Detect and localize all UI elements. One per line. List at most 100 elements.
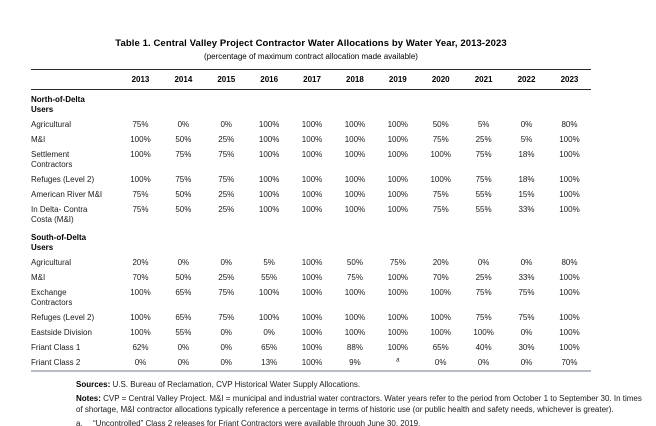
sources-line: Sources: U.S. Bureau of Reclamation, CVP… [76, 379, 650, 390]
year-header: 2021 [462, 69, 506, 90]
table-cell: 100% [301, 190, 323, 199]
table-cell: 5% [263, 257, 275, 267]
table-cell: 100% [559, 175, 580, 184]
table-cell: 100% [344, 287, 366, 297]
table-cell: 5% [520, 135, 533, 144]
table-row: Refuges (Level 2) 100% 75% 75% 100% 100% 100% 1… [31, 173, 591, 188]
table-cell: 100% [130, 150, 151, 159]
table-cell: 0% [520, 257, 533, 267]
table-row: Eastside Division 100% 55% 0% 0% 100% 100% 100%… [31, 325, 591, 340]
table-cell: 100% [387, 120, 409, 129]
table-cell: 100% [344, 175, 366, 184]
empty-cell [548, 90, 591, 118]
table-cell: 100% [258, 120, 280, 129]
row-label: Eastside Division [31, 327, 92, 337]
row-label: Refuges (Level 2) [31, 312, 95, 322]
empty-cell [462, 228, 505, 256]
table-row: Exchange Contractors 100% 65% 75% 100% 100% 10… [31, 285, 591, 310]
table-cell: 100% [130, 135, 151, 144]
table-cell: 50% [175, 190, 192, 199]
table-cell: 100% [559, 190, 580, 199]
table-row: Agricultural 75% 0% 0% 100% 100% 100% 100% 50% 5%… [31, 118, 591, 133]
table-row: Friant Class 1 62% 0% 0% 65% 100% 88% 100% 65% 40… [31, 340, 591, 355]
table-cell: 100% [387, 190, 409, 199]
table-cell: 88% [346, 342, 363, 352]
table-cell: 100% [301, 175, 323, 184]
table-cell: 100% [301, 257, 323, 267]
table-cell: 75% [175, 175, 192, 184]
table-cell: 100% [387, 312, 409, 322]
table-cell: 55% [261, 272, 278, 282]
table-cell: 75% [132, 120, 149, 129]
table-cell: 50% [175, 272, 192, 282]
table-cell: 33% [518, 272, 535, 282]
table-cell: 0% [477, 257, 490, 267]
table-cell: 100% [301, 287, 323, 297]
table-cell: 100% [301, 205, 323, 214]
table-cell: 100% [559, 342, 580, 352]
table-cell: 100% [258, 205, 280, 214]
year-header: 2014 [161, 69, 205, 90]
section-header: North-of-Delta Users [31, 95, 85, 114]
table-cell: 100% [387, 175, 409, 184]
table-cell: 25% [475, 135, 492, 144]
table-cell: 0% [220, 327, 233, 337]
year-header: 2018 [333, 69, 377, 90]
table-cell: 100% [344, 190, 366, 199]
row-label: American River M&I [31, 190, 103, 199]
year-header: 2022 [505, 69, 548, 90]
table-cell: 100% [130, 287, 151, 297]
row-label: Agricultural [31, 257, 72, 267]
table-cell: 0% [119, 355, 162, 372]
table-cell: 100% [430, 327, 451, 337]
table-cell: 0% [220, 120, 233, 129]
footnote-a-text: “Uncontrolled” Class 2 releases for Fria… [93, 419, 421, 426]
table-cell: 100% [559, 150, 580, 159]
empty-cell [248, 228, 291, 256]
row-label: In Delta- Contra Costa (M&I) [31, 205, 88, 224]
table-subtitle: (percentage of maximum contract allocati… [204, 52, 418, 61]
empty-cell [291, 90, 334, 118]
table-cell: 62% [132, 342, 149, 352]
table-cell: 25% [218, 190, 235, 199]
table-cell: 100% [301, 150, 323, 159]
table-title: Table 1. Central Valley Project Contract… [115, 38, 507, 49]
table-cell: 100% [258, 287, 280, 297]
table-cell: 75% [389, 257, 406, 267]
footnote-marker: a [396, 356, 400, 363]
table-cell: 75% [518, 312, 535, 322]
table-cell: 100% [344, 120, 366, 129]
table-row: Settlement Contractors 100% 75% 75% 100% 100%… [31, 148, 591, 173]
empty-cell [119, 228, 162, 256]
table-cell: 100% [559, 205, 580, 214]
table-cell: 0% [505, 355, 548, 372]
table-cell: 100% [387, 205, 409, 214]
empty-cell [291, 228, 334, 256]
table-cell: 0% [520, 120, 533, 129]
empty-cell [333, 228, 376, 256]
row-label: M&I [31, 272, 46, 282]
empty-cell [205, 228, 248, 256]
footnote-a-label: a. [76, 419, 83, 426]
table-cell: 65% [432, 342, 449, 352]
table-cell: 30% [518, 342, 535, 352]
year-header: 2020 [419, 69, 463, 90]
notes-text: CVP = Central Valley Project. M&I = muni… [76, 394, 642, 414]
table-cell: 100% [559, 135, 580, 144]
table-row: Agricultural 20% 0% 0% 5% 100% 50% 75% 20% 0% 0% 80… [31, 255, 591, 270]
table-cell: 5% [477, 120, 490, 129]
table-cell: 100% [344, 205, 366, 214]
table-cell: 75% [132, 205, 149, 214]
table-cell: 55% [475, 205, 492, 214]
table-cell: 20% [132, 257, 149, 267]
table-cell: 100% [344, 135, 366, 144]
table-cell: 100% [430, 287, 451, 297]
table-cell: 75% [475, 150, 492, 159]
table-cell: 75% [432, 205, 449, 214]
table-cell: 75% [518, 287, 535, 297]
table-cell: 75% [432, 135, 449, 144]
table-cell: 100% [301, 120, 323, 129]
table-cell: a [376, 355, 420, 372]
table-cell: 100% [473, 327, 494, 337]
year-header: 2013 [119, 69, 162, 90]
